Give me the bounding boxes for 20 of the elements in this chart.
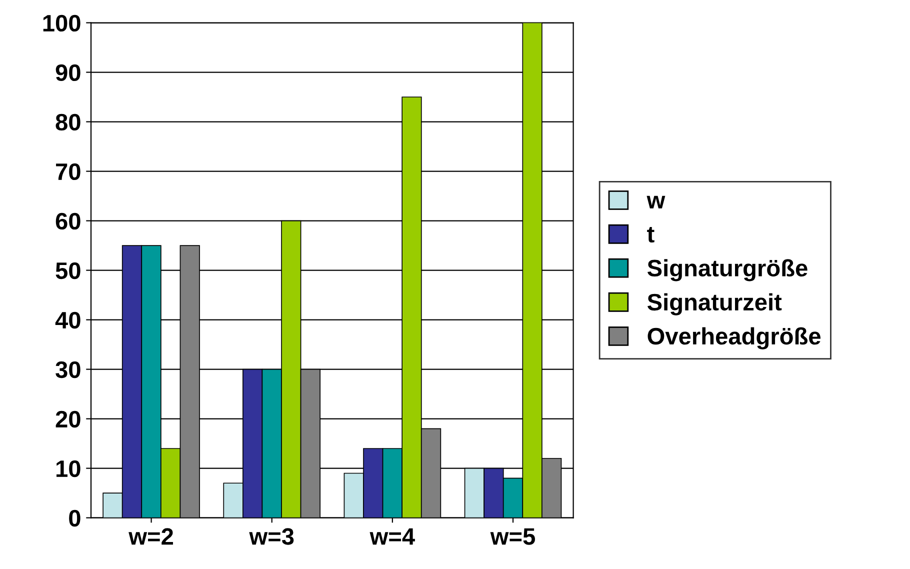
y-tick-label: 60 — [56, 212, 80, 230]
x-tick-label: w=4 — [370, 528, 415, 545]
legend-label: w — [646, 196, 666, 208]
y-tick-label: 0 — [69, 510, 80, 527]
y-tick-label: 10 — [56, 460, 80, 478]
legend-label: Signaturgröße — [647, 259, 808, 282]
y-tick-label: 40 — [55, 312, 80, 329]
y-tick-label: 90 — [56, 64, 80, 82]
y-tick-label: 80 — [56, 114, 80, 131]
y-tick-label: 100 — [43, 14, 80, 32]
x-tick-label: w=3 — [249, 528, 294, 545]
legend-label: Overheadgröße — [648, 327, 821, 350]
legend-label: Signaturzeit — [647, 293, 782, 316]
x-tick-label: w=5 — [490, 528, 535, 545]
x-tick-label: w=2 — [128, 528, 173, 545]
y-tick-label: 70 — [56, 163, 80, 180]
y-tick-label: 50 — [56, 262, 80, 280]
legend-label: t — [647, 226, 654, 243]
y-tick-label: 20 — [56, 410, 80, 428]
y-tick-label: 30 — [56, 361, 80, 378]
